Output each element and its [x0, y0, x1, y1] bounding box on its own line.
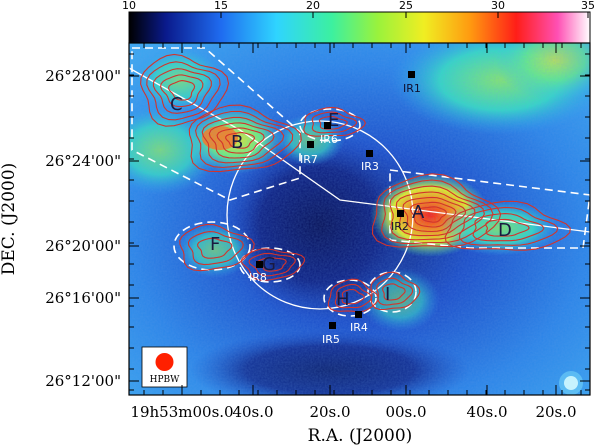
contour-line	[381, 179, 494, 245]
contour-line	[485, 218, 530, 237]
x-tick-label-5: 40s.0	[466, 403, 507, 421]
source-marker-ir7	[307, 141, 314, 148]
contour-line	[208, 122, 275, 159]
source-label-ir7: IR7	[300, 153, 318, 166]
region-label-i: I	[385, 284, 390, 305]
colorbar-label-15: 15	[214, 0, 228, 12]
contour-line	[225, 132, 256, 149]
colorbar-label-35: 35	[581, 0, 595, 12]
contour-line	[417, 206, 447, 223]
y-tick-label-3: 26°20'00"	[45, 237, 121, 255]
contour-line	[160, 74, 204, 108]
contour-line	[334, 283, 373, 309]
source-marker-ir6	[324, 122, 331, 129]
region-label-c: C	[170, 94, 183, 115]
x-tick-label-2: 40s.0	[232, 403, 273, 421]
colorbar-ticks	[128, 12, 589, 18]
y-tick-label-4: 26°16'00"	[45, 289, 121, 307]
region-label-g: G	[262, 254, 276, 275]
contour-line	[140, 53, 230, 127]
contour-line	[318, 115, 348, 130]
contour-line	[459, 206, 559, 246]
source-label-ir8: IR8	[249, 271, 267, 284]
contour-line	[402, 196, 467, 233]
contour-line	[370, 271, 421, 311]
contour-line	[201, 116, 285, 164]
contour-line	[187, 231, 244, 266]
colorbar-label-25: 25	[399, 0, 413, 12]
source-marker-ir3	[366, 150, 373, 157]
colorbar-label-30: 30	[491, 0, 505, 12]
source-marker-ir8	[256, 261, 263, 268]
contour-line	[146, 61, 221, 121]
x-axis-title: R.A. (J2000)	[308, 426, 413, 446]
contour-line	[382, 283, 406, 301]
y-axis-title: DEC. (J2000)	[0, 163, 19, 276]
contour-line	[472, 213, 545, 242]
contour-line	[197, 237, 233, 259]
x-tick-label-1: 19h53m00s.0	[130, 403, 233, 421]
contour-line	[167, 80, 196, 101]
region-label-e: E	[328, 110, 339, 131]
contour-line	[376, 277, 414, 306]
y-tick-label-2: 26°24'00"	[45, 152, 121, 170]
x-tick-label-3: 20s.0	[309, 403, 350, 421]
x-tick-label-6: 20s.0	[535, 403, 576, 421]
ir-sources: IR1 IR2 IR3 IR4 IR5 IR6 IR7 IR8	[249, 71, 421, 346]
region-label-h: H	[336, 289, 350, 310]
colorbar-label-20: 20	[306, 0, 320, 12]
source-marker-ir1	[408, 71, 415, 78]
contour-line	[240, 248, 305, 281]
map-frame	[128, 42, 591, 396]
contour-line	[188, 104, 302, 173]
y-tick-label-5: 26°12'00"	[45, 372, 121, 390]
contours	[140, 53, 571, 313]
region-label-d: D	[498, 220, 512, 241]
region-label-f: F	[210, 234, 220, 255]
source-label-ir2: IR2	[391, 220, 409, 233]
contour-line	[248, 252, 296, 277]
source-marker-ir5	[329, 322, 336, 329]
region-label-a: A	[412, 202, 425, 223]
frame-ticks	[129, 43, 590, 395]
region-label-b: B	[231, 132, 243, 153]
contour-line	[389, 185, 485, 241]
source-marker-ir2	[397, 210, 404, 217]
contour-line	[409, 201, 457, 228]
source-label-ir5: IR5	[322, 333, 340, 346]
source-label-ir6: IR6	[320, 133, 338, 146]
source-label-ir3: IR3	[361, 160, 379, 173]
contour-line	[444, 200, 571, 251]
source-marker-ir4	[355, 311, 362, 318]
contour-line	[179, 223, 255, 272]
source-label-ir4: IR4	[350, 321, 368, 334]
y-tick-label-1: 26°28'00"	[45, 67, 121, 85]
contour-line	[371, 173, 502, 248]
outflow-axis	[128, 67, 591, 233]
contour-line	[195, 110, 294, 169]
contour-line	[216, 127, 265, 154]
source-label-ir1: IR1	[403, 82, 421, 95]
colorbar-label-10: 10	[122, 0, 136, 12]
beam-indicator: HPBW	[141, 346, 188, 388]
contour-line	[303, 106, 367, 137]
intensity-map	[129, 43, 590, 395]
beam-circle	[155, 353, 174, 371]
beam-label: HPBW	[150, 375, 181, 385]
contour-line	[311, 111, 358, 134]
colorbar	[128, 11, 591, 44]
contour-line	[341, 288, 365, 305]
dashed-region-boundaries	[131, 47, 591, 317]
contour-line	[152, 68, 212, 114]
x-tick-label-4: 00s.0	[385, 403, 426, 421]
contour-line	[327, 278, 379, 313]
